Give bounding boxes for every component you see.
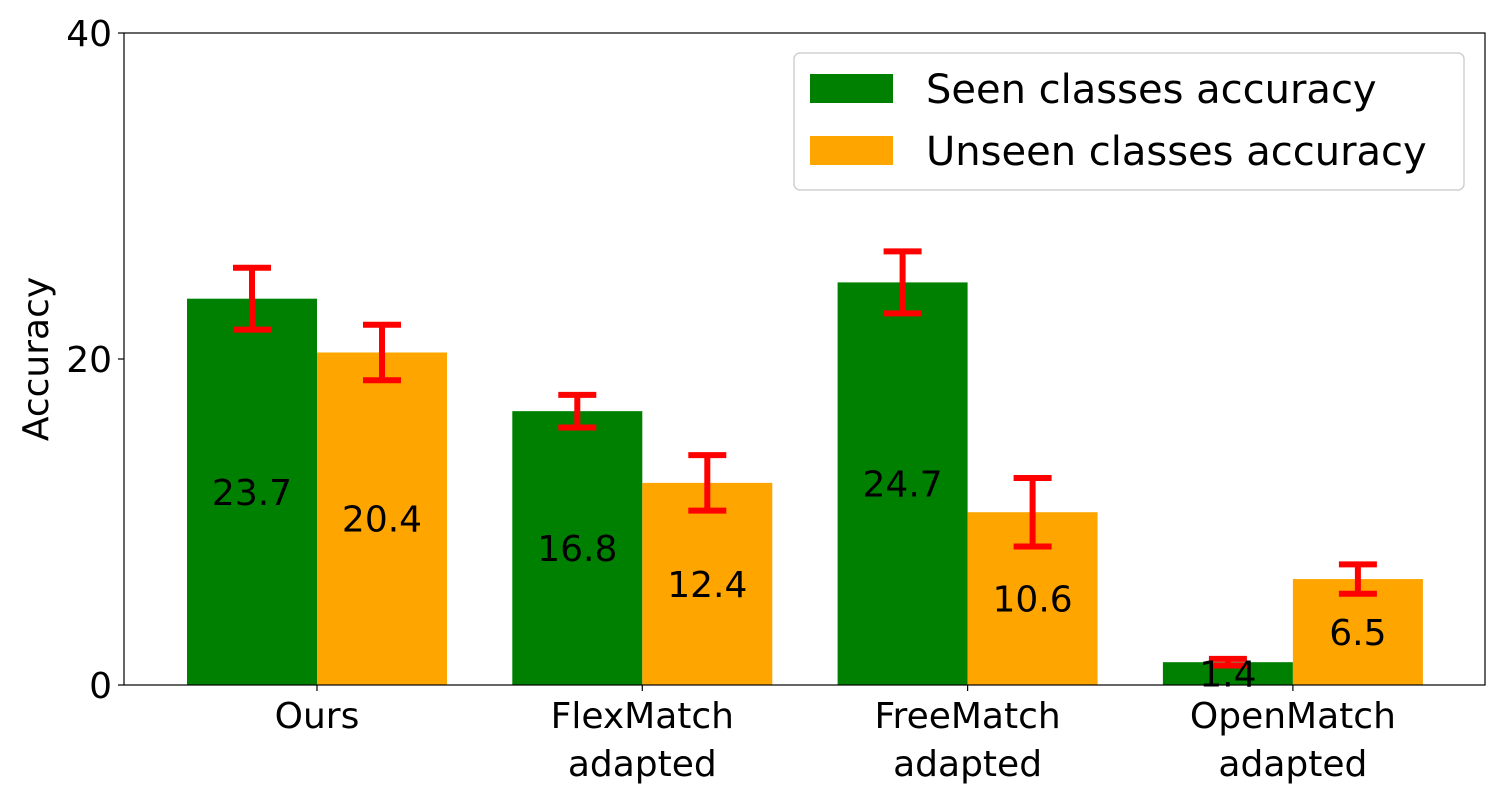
x-tick-label: adapted [1218,744,1367,785]
bar-value-label: 12.4 [667,565,747,606]
bar [512,411,643,685]
legend-label-unseen: Unseen classes accuracy [926,129,1427,175]
axes-layer: Ours FlexMatch adapted FreeMatch adapted Open… [66,14,1396,785]
x-tick-label: adapted [893,744,1042,785]
legend-label-seen: Seen classes accuracy [926,67,1377,113]
legend-swatch-seen [810,74,893,103]
y-axis-title: Accuracy [16,277,57,441]
bar-value-label: 6.5 [1329,613,1386,654]
x-tick-label: adapted [568,744,717,785]
bar-value-label: 23.7 [212,473,292,514]
x-tick-label: FreeMatch [874,696,1060,737]
legend: Seen classes accuracy Unseen classes acc… [793,52,1465,191]
legend-box [793,52,1465,191]
bar-value-label: 16.8 [537,529,617,570]
error-bars-layer [233,248,1377,669]
legend-swatch-unseen [810,136,893,165]
bar-value-label: 20.4 [342,500,422,541]
bar-value-labels-layer: 23.7 20.4 16.8 12.4 24.7 10.6 1.4 6.5 [212,465,1387,696]
y-tick-label: 20 [66,340,112,381]
x-tick-label: FlexMatch [551,696,734,737]
bar-value-label: 1.4 [1199,655,1256,696]
y-tick-label: 40 [66,14,112,55]
bars-layer [187,282,1423,685]
y-tick-label: 0 [89,666,112,707]
bar [1162,662,1293,685]
x-tick-label: Ours [275,696,360,737]
bar [187,298,317,685]
bar [642,482,773,685]
bar-value-label: 24.7 [863,465,943,506]
x-tick-label: OpenMatch [1190,696,1396,737]
bar [837,282,968,685]
bar [317,352,447,685]
bar-value-label: 10.6 [993,580,1073,621]
